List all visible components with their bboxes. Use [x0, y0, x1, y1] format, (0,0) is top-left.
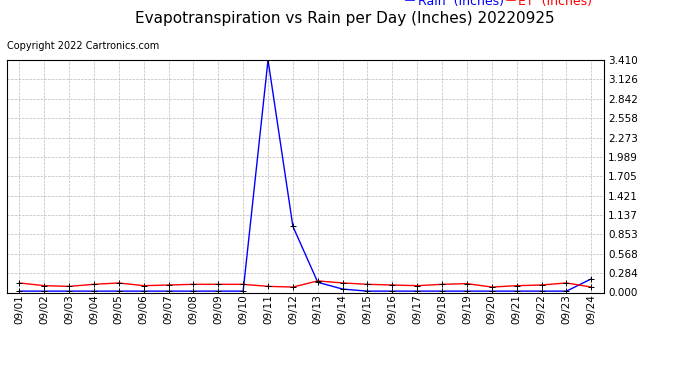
Legend: Rain  (Inches), ET  (Inches): Rain (Inches), ET (Inches): [402, 0, 598, 12]
Text: Copyright 2022 Cartronics.com: Copyright 2022 Cartronics.com: [7, 41, 159, 51]
Text: Evapotranspiration vs Rain per Day (Inches) 20220925: Evapotranspiration vs Rain per Day (Inch…: [135, 11, 555, 26]
